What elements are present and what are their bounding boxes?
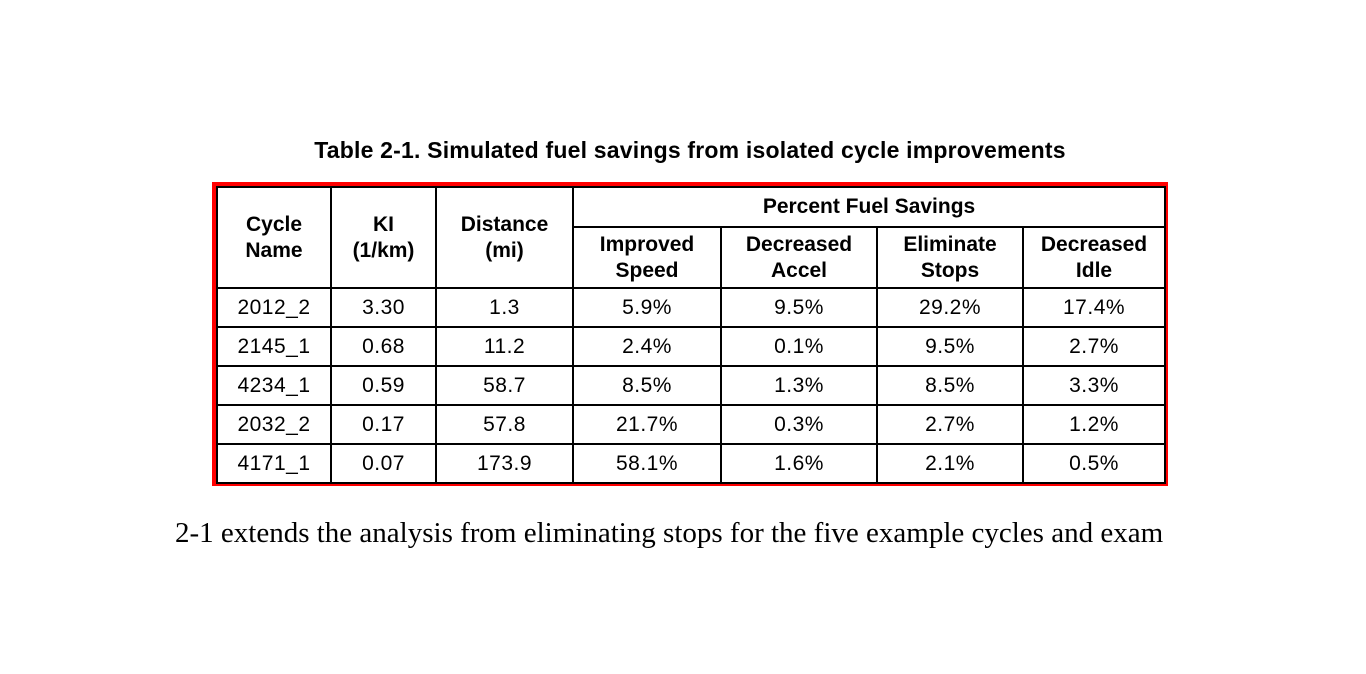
column-header-decreased-accel: Decreased Accel bbox=[720, 226, 878, 289]
table-cell: 2.7% bbox=[876, 404, 1024, 445]
table-cell: 173.9 bbox=[435, 443, 574, 484]
table-cell: 5.9% bbox=[572, 287, 722, 328]
table-cell: 2012_2 bbox=[216, 287, 332, 328]
body-paragraph: 2-1 extends the analysis from eliminatin… bbox=[175, 517, 1164, 549]
table-cell: 2032_2 bbox=[216, 404, 332, 445]
table-cell: 9.5% bbox=[876, 326, 1024, 367]
table-cell: 3.3% bbox=[1021, 365, 1167, 406]
column-group-header-percent-fuel-savings: Percent Fuel Savings bbox=[571, 186, 1167, 228]
table-cell: 2.4% bbox=[572, 326, 722, 367]
table-cell: 0.3% bbox=[720, 404, 878, 445]
table-cell: 2.1% bbox=[876, 443, 1024, 484]
table-row: 4171_1 0.07 173.9 58.1% 1.6% 2.1% 0.5% bbox=[216, 443, 1167, 484]
column-header-eliminate-stops: Eliminate Stops bbox=[876, 226, 1024, 289]
table-cell: 1.3 bbox=[435, 287, 574, 328]
column-header-distance: Distance (mi) bbox=[435, 186, 574, 289]
table-cell: 8.5% bbox=[876, 365, 1024, 406]
table-cell: 9.5% bbox=[720, 287, 878, 328]
table-cell: 0.07 bbox=[330, 443, 437, 484]
table-cell: 0.5% bbox=[1021, 443, 1167, 484]
table-header: Cycle Name KI (1/km) Distance (mi) Perce… bbox=[216, 186, 1167, 289]
table-cell: 1.6% bbox=[720, 443, 878, 484]
table-cell: 2145_1 bbox=[216, 326, 332, 367]
table-cell: 2.7% bbox=[1021, 326, 1167, 367]
table-cell: 58.1% bbox=[572, 443, 722, 484]
table-cell: 4234_1 bbox=[216, 365, 332, 406]
table-cell: 21.7% bbox=[572, 404, 722, 445]
table-row: 2012_2 3.30 1.3 5.9% 9.5% 29.2% 17.4% bbox=[216, 287, 1167, 328]
table-row: 2032_2 0.17 57.8 21.7% 0.3% 2.7% 1.2% bbox=[216, 404, 1167, 445]
table-caption: Table 2-1. Simulated fuel savings from i… bbox=[314, 137, 1066, 163]
column-header-ki: KI (1/km) bbox=[330, 186, 437, 289]
table-cell: 1.3% bbox=[720, 365, 878, 406]
table-cell: 3.30 bbox=[330, 287, 437, 328]
table-cell: 0.17 bbox=[330, 404, 437, 445]
table-red-highlight-frame: Cycle Name KI (1/km) Distance (mi) Perce… bbox=[212, 182, 1168, 486]
table-cell: 1.2% bbox=[1021, 404, 1167, 445]
table-cell: 8.5% bbox=[572, 365, 722, 406]
table-row: 4234_1 0.59 58.7 8.5% 1.3% 8.5% 3.3% bbox=[216, 365, 1167, 406]
table-cell: 0.68 bbox=[330, 326, 437, 367]
column-header-decreased-idle: Decreased Idle bbox=[1021, 226, 1167, 289]
table-cell: 57.8 bbox=[435, 404, 574, 445]
table-header-row-2: Improved Speed Decreased Accel Eliminate… bbox=[217, 226, 1167, 289]
table-body: 2012_2 3.30 1.3 5.9% 9.5% 29.2% 17.4% 2145_1 0.6… bbox=[216, 287, 1167, 484]
table-cell: 4171_1 bbox=[216, 443, 332, 484]
table-cell: 58.7 bbox=[435, 365, 574, 406]
fuel-savings-table: Cycle Name KI (1/km) Distance (mi) Perce… bbox=[216, 186, 1167, 484]
column-header-improved-speed: Improved Speed bbox=[572, 226, 722, 289]
table-cell: 0.59 bbox=[330, 365, 437, 406]
table-cell: 29.2% bbox=[876, 287, 1024, 328]
table-cell: 0.1% bbox=[720, 326, 878, 367]
column-header-cycle-name: Cycle Name bbox=[216, 186, 332, 289]
table-row: 2145_1 0.68 11.2 2.4% 0.1% 9.5% 2.7% bbox=[216, 326, 1167, 367]
table-header-row-1: Cycle Name KI (1/km) Distance (mi) Perce… bbox=[216, 186, 1167, 289]
table-cell: 17.4% bbox=[1021, 287, 1167, 328]
table-cell: 11.2 bbox=[435, 326, 574, 367]
